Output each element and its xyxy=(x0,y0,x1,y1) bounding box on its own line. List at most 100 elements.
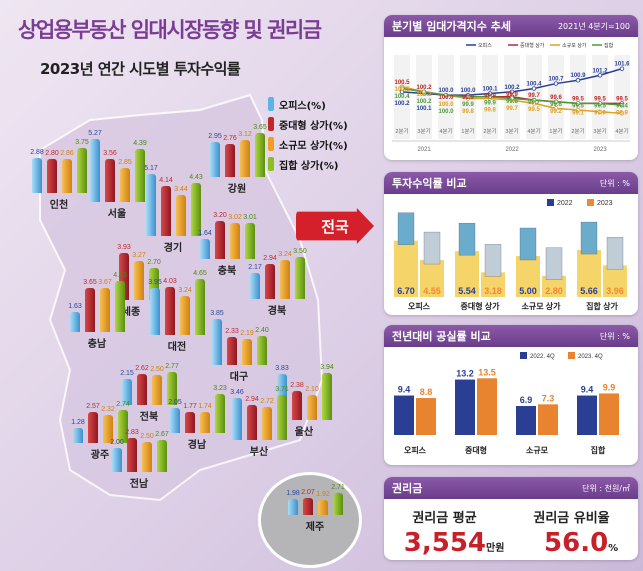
data-label: 99.5 xyxy=(594,103,606,109)
region-name: 경기 xyxy=(163,243,183,254)
value-label: 3.96 xyxy=(606,286,624,296)
region-bar xyxy=(127,438,137,472)
region-bar xyxy=(185,411,195,433)
region-name: 충북 xyxy=(217,266,237,277)
region-value: 2.95 xyxy=(208,132,222,140)
x-tick-label: 2분기 xyxy=(571,127,584,135)
building-icon xyxy=(519,227,537,261)
region-value: 3.93 xyxy=(117,243,131,251)
category-label: 오피스 xyxy=(404,445,427,455)
x-tick-label: 4분기 xyxy=(439,127,452,135)
region-bar xyxy=(255,133,265,177)
data-point xyxy=(575,107,581,113)
data-label: 99.7 xyxy=(528,100,540,106)
data-label: 99.6 xyxy=(550,95,562,101)
region-value: 2.74 xyxy=(116,401,130,409)
panel-title: 분기별 임대가격지수 추세 xyxy=(392,20,511,33)
rent-index-chart: 2분기 3분기 4분기 1분기 2분기 3분기 4분기 1분기 2분기 3분기 4분기 2021 202… xyxy=(392,42,630,153)
legend-label: 소규모 상가(%) xyxy=(279,140,348,152)
premium-ratio-value: 56.0 xyxy=(544,528,609,558)
vacancy-bar xyxy=(455,379,475,435)
value-label: 4.55 xyxy=(423,286,441,296)
region-value: 2.88 xyxy=(30,149,44,157)
premium-ratio-label: 권리금 유비율 xyxy=(533,511,610,526)
vacancy-compare-panel: 전년대비 공실률 비교 단위 : % 2022. 4Q 2023. 4Q 9.4 8.8… xyxy=(384,325,638,465)
region-bar xyxy=(112,448,122,472)
category-label: 집합 상가 xyxy=(586,301,618,311)
region-bar xyxy=(295,257,305,299)
region-bar xyxy=(167,371,177,405)
region-bar xyxy=(240,139,250,177)
data-label: 100.1 xyxy=(416,106,432,112)
region-bar xyxy=(161,186,171,236)
region-bar xyxy=(265,263,275,299)
region-bar xyxy=(215,394,225,433)
premium-panel: 권리금 단위 : 천원/㎡ 권리금 평균 권리금 유비율 3,554만원 56.0% xyxy=(384,477,638,560)
data-point xyxy=(597,101,603,106)
legend-collective: 집합 상가(%) xyxy=(268,154,348,174)
region-value: 4.39 xyxy=(133,140,147,148)
region-value: 3.46 xyxy=(230,389,244,397)
year-label: 2021 xyxy=(417,147,431,153)
category-label: 중대형 상가 xyxy=(460,301,500,311)
data-point xyxy=(487,94,493,99)
nation-arrow-banner: 전국 xyxy=(296,208,374,244)
region-value: 3.24 xyxy=(278,251,292,259)
data-point xyxy=(597,109,603,114)
return-bar xyxy=(516,256,540,297)
region-name: 광주 xyxy=(90,450,110,461)
x-tick-label: 1분기 xyxy=(461,127,474,135)
return-bar xyxy=(603,265,627,297)
region-value: 3.27 xyxy=(132,251,146,259)
year-label: 2022 xyxy=(505,147,519,153)
data-point xyxy=(553,81,559,86)
region-bar xyxy=(210,141,220,177)
data-point xyxy=(531,97,537,103)
legend-label: 집합 xyxy=(604,42,614,49)
data-label: 99.5 xyxy=(594,96,606,102)
region-bar xyxy=(170,408,180,433)
data-label: 99.9 xyxy=(484,93,496,99)
data-label: 99.4 xyxy=(616,103,628,109)
data-point xyxy=(619,66,625,71)
region-value: 3.50 xyxy=(293,248,307,255)
panel-header: 전년대비 공실률 비교 단위 : % xyxy=(384,325,638,347)
return-bar xyxy=(394,240,418,297)
data-label: 99.7 xyxy=(506,106,518,112)
region-value: 5.17 xyxy=(144,164,158,172)
region-value: 1.74 xyxy=(198,403,212,411)
return-bar xyxy=(542,275,566,297)
data-point xyxy=(509,89,515,95)
data-label: 99.5 xyxy=(616,96,628,102)
region-bar xyxy=(195,279,205,335)
return-bar xyxy=(455,251,479,297)
data-label: 99.5 xyxy=(572,96,584,102)
region-value: 2.33 xyxy=(225,328,239,336)
region-value: 3.71 xyxy=(275,386,289,394)
region-value: 2.38 xyxy=(290,382,304,390)
region-value: 4.03 xyxy=(163,277,177,285)
x-tick-label: 3분기 xyxy=(417,127,430,135)
region-bar xyxy=(73,427,83,443)
vacancy-bar xyxy=(416,398,436,435)
legend-label: 2023 xyxy=(597,200,613,207)
region-value: 2.94 xyxy=(245,395,259,403)
vacancy-bar xyxy=(516,406,536,435)
region-bar xyxy=(200,239,210,259)
region-value: 2.32 xyxy=(101,406,115,414)
region-bar xyxy=(149,267,159,300)
region-value: 1.77 xyxy=(183,402,197,410)
region-value: 2.67 xyxy=(155,430,169,438)
region-value: 2.07 xyxy=(301,489,315,497)
region-value: 2.15 xyxy=(120,370,134,378)
region-bar xyxy=(100,287,110,332)
data-label: 99.8 xyxy=(484,107,496,113)
region-bar xyxy=(157,439,167,472)
region-name: 부산 xyxy=(249,447,269,458)
region-value: 2.50 xyxy=(150,366,164,373)
region-value: 1.28 xyxy=(71,418,85,426)
region-bar xyxy=(288,499,298,515)
building-icon xyxy=(397,212,415,245)
building-icon xyxy=(580,221,598,255)
data-label: 99.6 xyxy=(550,102,562,108)
